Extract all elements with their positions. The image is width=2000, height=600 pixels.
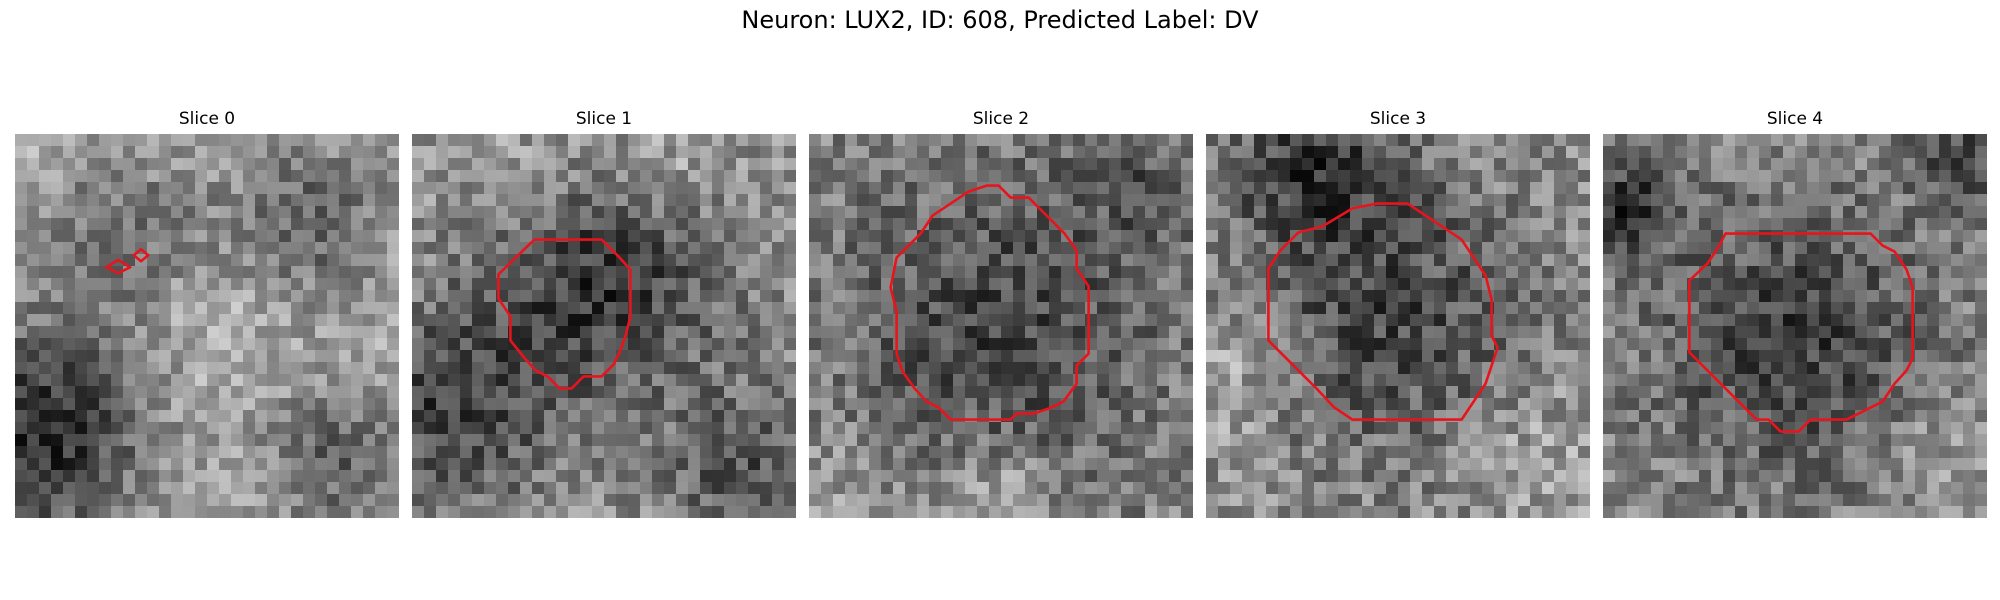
slice-title-2: Slice 2 — [972, 109, 1030, 129]
pixel-grid — [412, 134, 796, 518]
segmentation-contour — [104, 258, 132, 275]
slice-image-0 — [15, 134, 399, 518]
pixel-grid — [15, 134, 399, 518]
segmentation-contour — [889, 184, 1090, 421]
pixel-grid — [809, 134, 1193, 518]
segmentation-contour — [497, 238, 632, 390]
slice-image-1 — [412, 134, 796, 518]
slice-title-0: Slice 0 — [178, 109, 236, 129]
pixel-grid — [1206, 134, 1590, 518]
slice-image-2 — [809, 134, 1193, 518]
slice-panel-4: Slice 4 — [1603, 106, 1987, 518]
pixel-grid — [1603, 134, 1987, 518]
figure-title: Neuron: LUX2, ID: 608, Predicted Label: … — [741, 6, 1259, 34]
segmentation-contour — [132, 247, 150, 263]
slice-panel-1: Slice 1 — [412, 106, 796, 518]
slice-panel-2: Slice 2 — [809, 106, 1193, 518]
segmentation-contour — [1267, 202, 1499, 421]
slice-image-4 — [1603, 134, 1987, 518]
slice-title-3: Slice 3 — [1369, 109, 1427, 129]
segmentation-contour — [1688, 232, 1914, 433]
slice-title-1: Slice 1 — [575, 109, 633, 129]
slice-panel-0: Slice 0 — [15, 106, 399, 518]
slice-panel-3: Slice 3 — [1206, 106, 1590, 518]
slice-title-4: Slice 4 — [1766, 109, 1824, 129]
slice-image-3 — [1206, 134, 1590, 518]
